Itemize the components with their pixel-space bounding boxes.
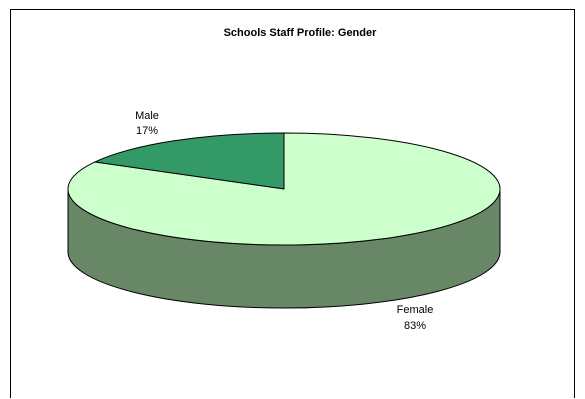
pie-tops	[67, 132, 501, 246]
pie-slice-male	[94, 132, 285, 190]
pie-slice-female	[67, 132, 501, 246]
slice-label-female-percent: 83%	[404, 320, 426, 332]
slice-label-male-percent: 17%	[136, 125, 158, 137]
pie-labels: Male 17% Female 83%	[135, 110, 433, 332]
chart-title: Schools Staff Profile: Gender	[224, 27, 378, 39]
slice-label-male-name: Male	[135, 110, 159, 122]
slice-label-female-name: Female	[397, 304, 434, 316]
